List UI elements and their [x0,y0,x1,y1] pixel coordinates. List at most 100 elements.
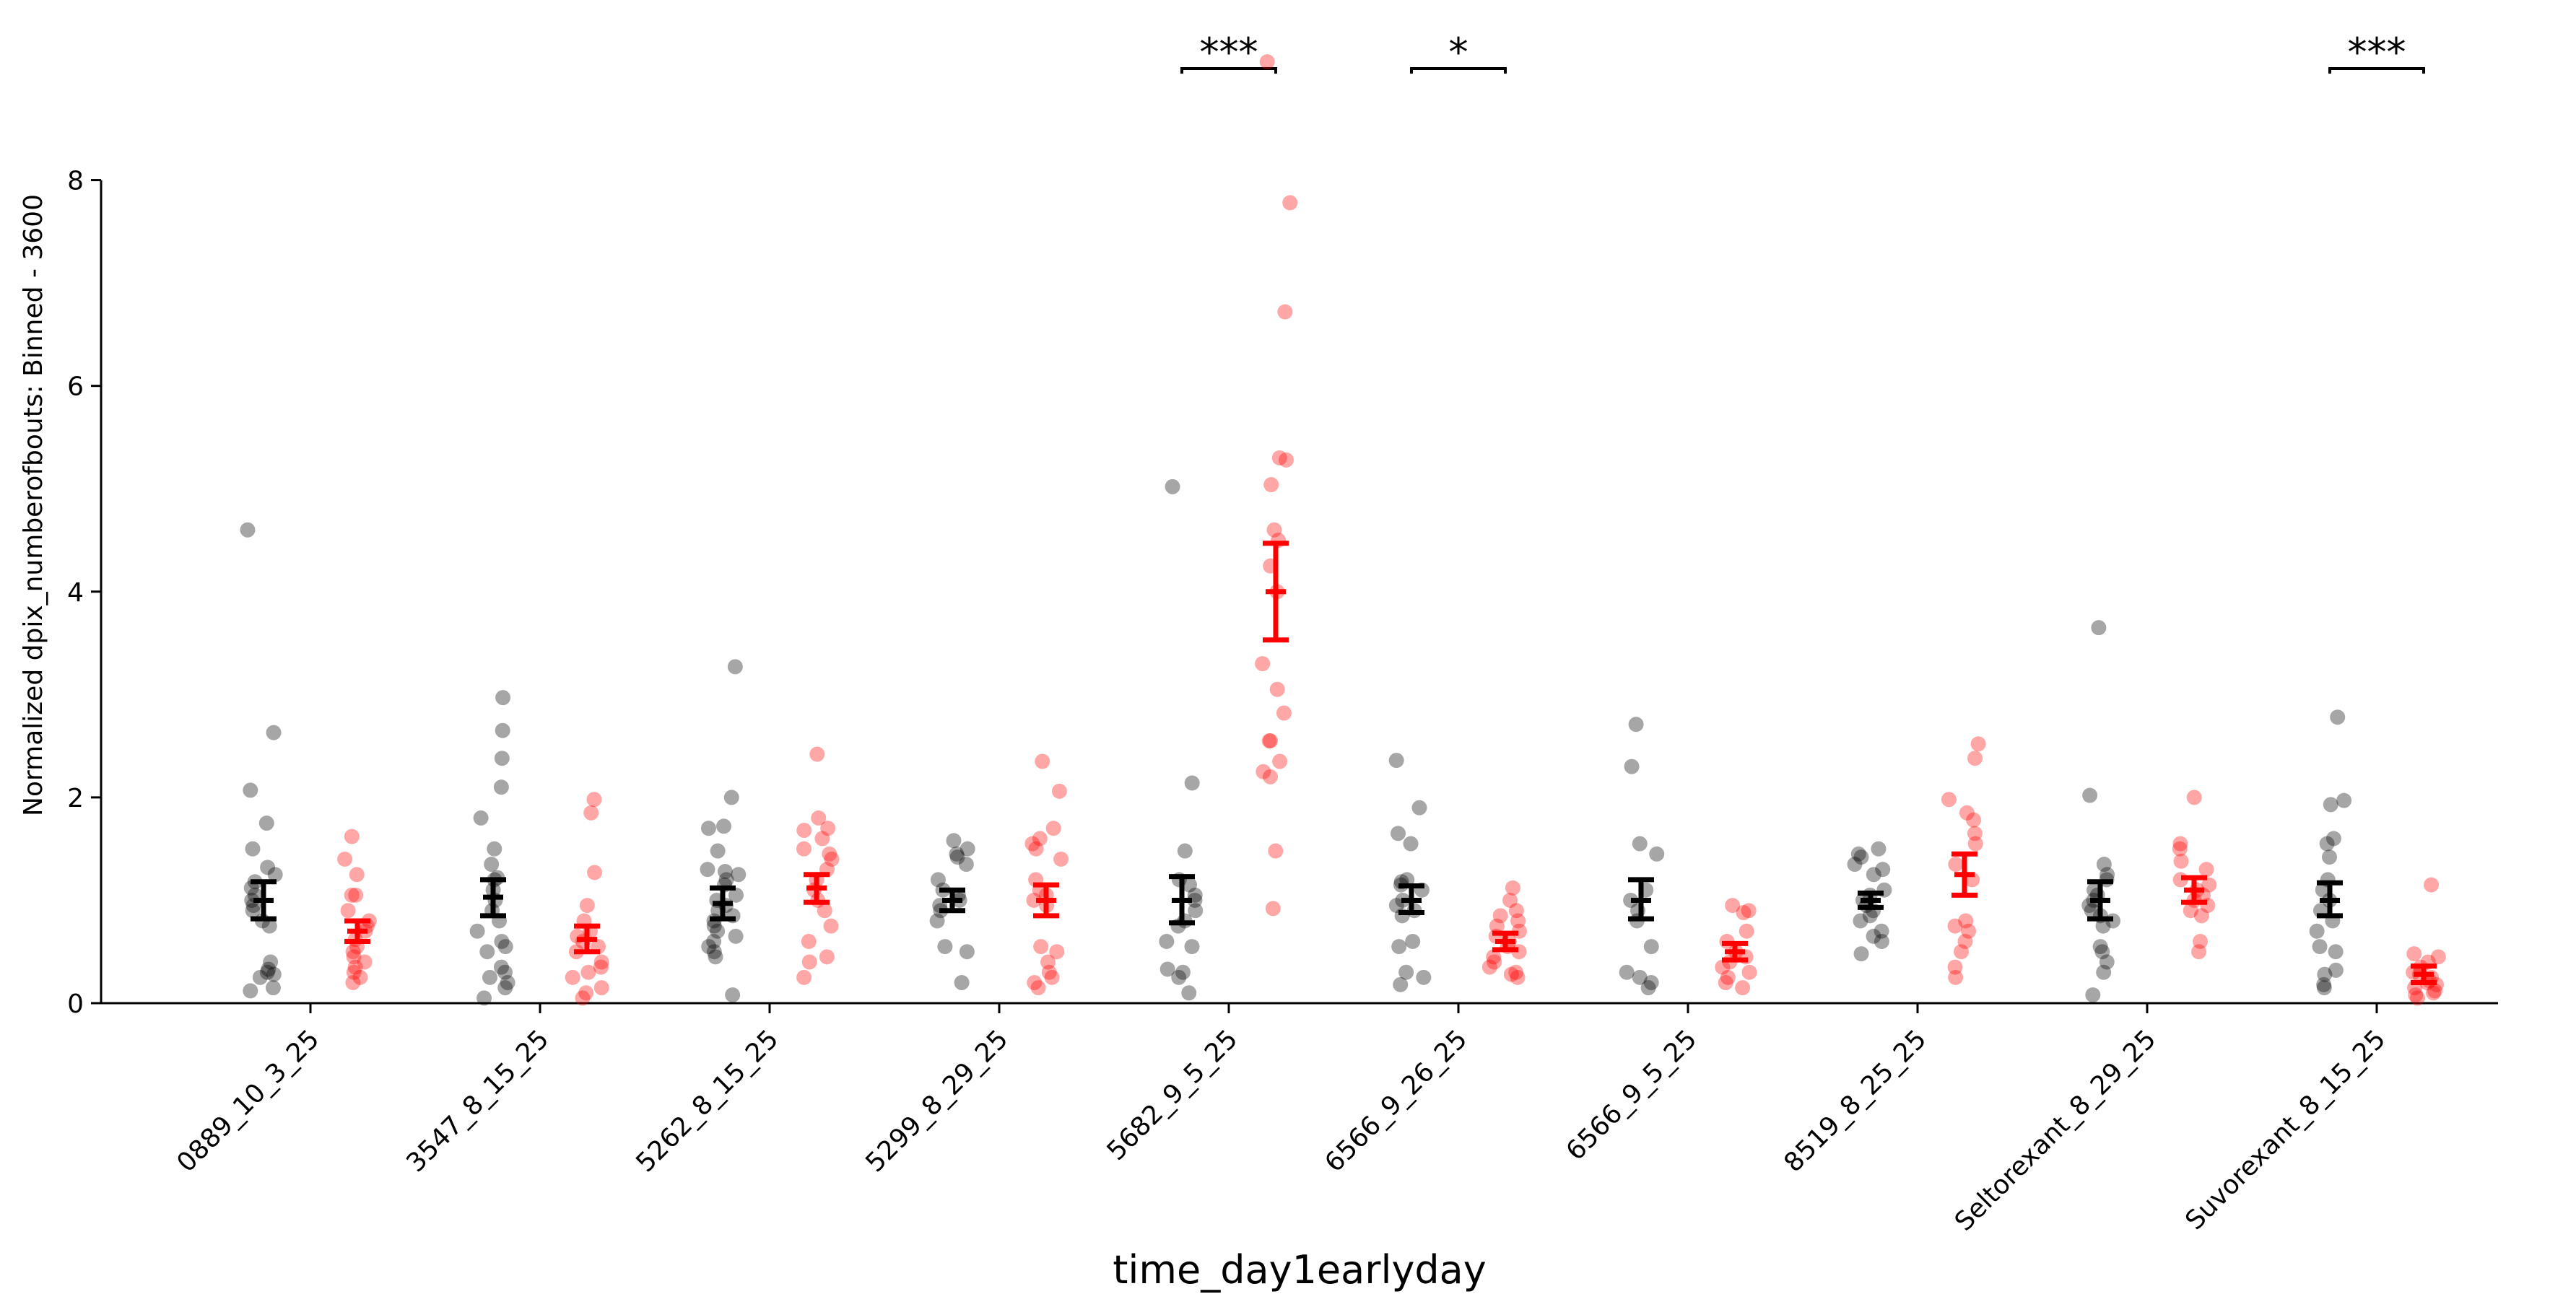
data-point [245,841,261,857]
data-point [259,964,275,980]
x-axis-label: time_day1earlyday [1113,1247,1486,1293]
data-point [2316,980,2332,996]
y-tick-label: 4 [67,578,84,608]
data-point [796,823,812,839]
data-point [495,690,511,706]
data-point [706,918,722,934]
data-point [1261,733,1277,748]
data-point [1276,705,1292,721]
data-point [575,990,591,1006]
data-point [2172,836,2188,852]
data-point [484,857,500,873]
data-point [2317,966,2333,982]
data-point [716,818,732,834]
data-point [1967,751,1983,766]
data-point [1175,964,1191,980]
data-point [593,954,609,970]
data-point [347,959,363,975]
data-point [700,862,715,878]
data-point [2315,882,2331,898]
data-point [1967,836,1983,852]
data-point [1853,946,1869,962]
data-point [1847,857,1863,873]
data-point [1159,933,1175,949]
data-point [1503,966,1519,982]
significance-stars: * [1449,30,1468,75]
data-point [593,959,609,975]
data-point [801,954,817,970]
data-point [2328,962,2344,978]
data-point [2427,983,2443,999]
data-point [1866,928,1881,944]
data-point [586,792,602,808]
data-point [487,841,502,857]
data-point [2173,853,2189,869]
data-point [1875,862,1891,878]
data-point [1508,903,1524,919]
data-point [1948,857,1964,873]
data-point [718,872,734,888]
data-point [352,969,368,985]
data-point [2410,990,2426,1006]
data-point [1632,836,1648,852]
data-point [2198,862,2214,878]
data-point [929,913,945,929]
data-point [1255,656,1271,672]
data-point [261,961,277,977]
data-point [2183,903,2198,919]
data-point [337,851,353,867]
data-point [822,846,837,862]
data-point [717,864,733,880]
data-point [949,846,965,862]
data-point [1049,944,1065,960]
data-point [1269,681,1285,697]
data-point [266,966,282,982]
y-tick-label: 0 [67,989,84,1019]
data-point [260,860,276,875]
data-point [1947,959,1963,975]
data-point [824,851,840,867]
data-point [494,933,510,949]
data-point [723,790,739,805]
data-point [1874,933,1889,949]
data-point [1941,792,1957,808]
data-point [2096,857,2112,873]
data-point [809,746,825,762]
data-point [243,983,258,999]
data-point [494,751,510,766]
data-point [346,964,362,980]
data-point [700,821,716,836]
data-point [1282,195,1298,211]
data-point [1271,450,1287,465]
data-point [587,865,603,880]
data-point [2309,923,2325,939]
data-point [1028,841,1044,857]
data-point [2321,849,2337,865]
data-point [1391,939,1407,955]
data-point [954,974,970,990]
data-point [346,949,362,965]
data-point [708,949,723,965]
data-point [1411,800,1427,816]
significance-stars: *** [2348,30,2406,75]
data-point [2336,792,2352,808]
data-point [727,659,743,675]
data-point [1947,918,1963,934]
significance-bracket [1410,67,1507,74]
data-point [348,887,364,903]
data-point [1957,933,1973,949]
data-point [2092,939,2108,955]
data-point [1853,849,1869,865]
data-point [1967,826,1983,842]
data-point [2085,987,2101,1003]
data-point [2201,877,2217,893]
data-point [1388,753,1404,769]
data-point [1948,969,1964,985]
data-point [1643,974,1659,990]
data-point [2095,918,2111,934]
data-point [1958,913,1974,929]
data-point [1388,898,1404,914]
data-point [565,969,580,985]
data-point [2193,908,2209,924]
